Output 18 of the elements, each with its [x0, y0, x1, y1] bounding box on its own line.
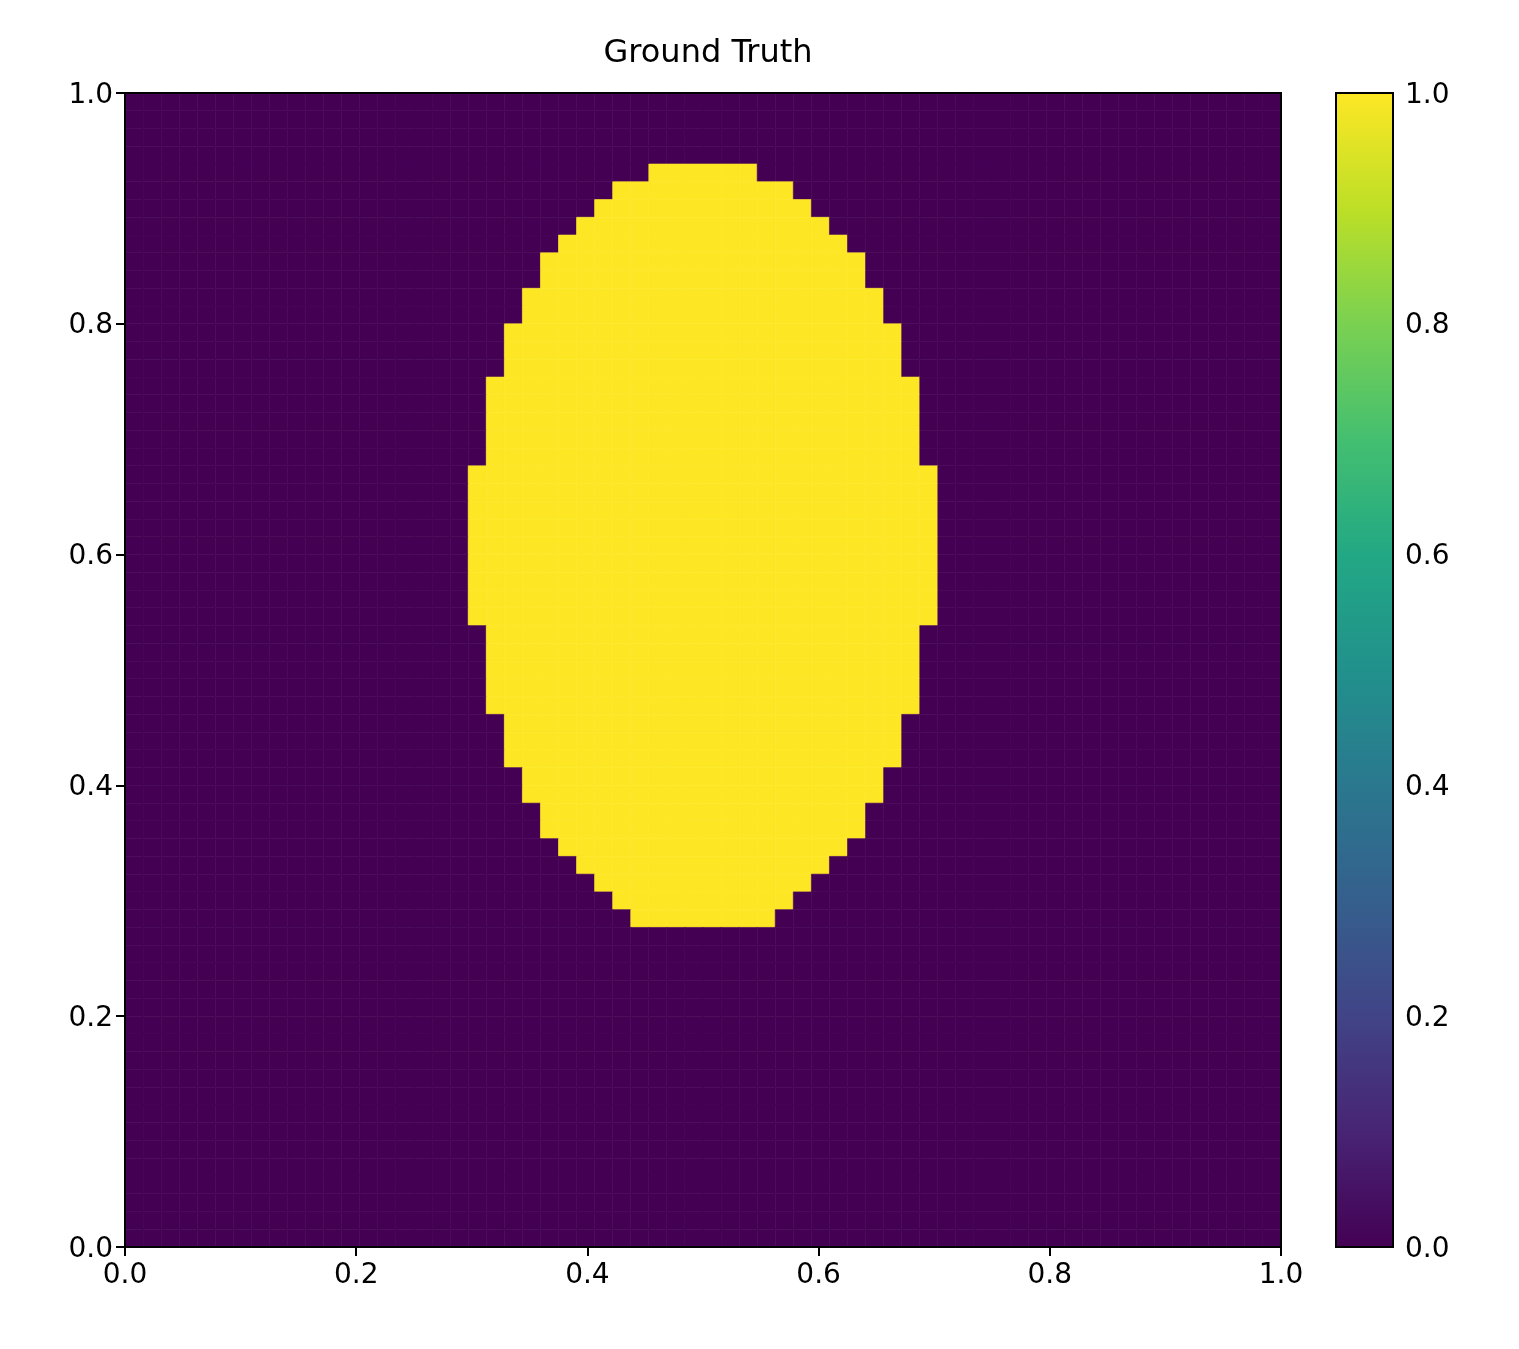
color-bar-label: 0.8	[1405, 307, 1450, 341]
color-bar-label: 0.2	[1405, 999, 1450, 1033]
x-tick-label: 0.6	[796, 1256, 841, 1290]
color-bar-label: 0.6	[1405, 538, 1450, 572]
x-tick-label: 0.4	[565, 1256, 610, 1290]
y-tick-label: 0.4	[68, 768, 113, 802]
y-tick-label: 0.8	[68, 307, 113, 341]
color-bar-label: 0.0	[1405, 1230, 1450, 1264]
chart-title: Ground Truth	[603, 32, 813, 70]
x-tick-label: 0.8	[1027, 1256, 1073, 1290]
x-tick-label: 0.2	[333, 1256, 379, 1290]
x-tick-label: 0.0	[102, 1256, 148, 1290]
color-bar-label: 1.0	[1405, 76, 1450, 110]
y-tick-label: 0.2	[68, 999, 113, 1033]
y-tick-label: 0.6	[68, 538, 113, 572]
y-tick-label: 1.0	[68, 76, 113, 110]
color-bar-label: 0.4	[1405, 768, 1450, 802]
x-tick-label: 1.0	[1258, 1256, 1304, 1290]
